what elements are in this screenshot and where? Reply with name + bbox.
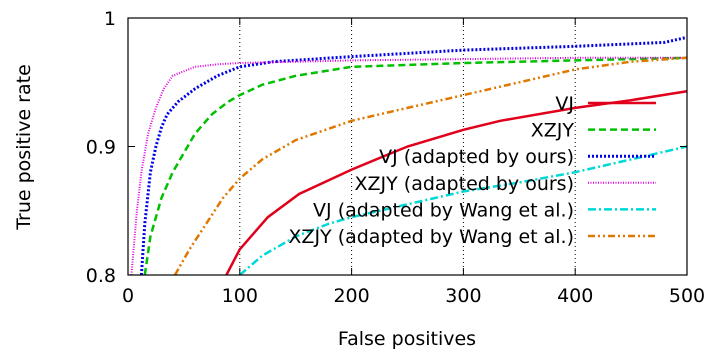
series-layer bbox=[130, 35, 687, 275]
x-tick-label: 300 bbox=[445, 285, 481, 307]
series-line-1 bbox=[225, 89, 687, 275]
y-axis-label: True positive rate bbox=[13, 64, 35, 231]
legend-label: XZJY (adapted by Wang et al.) bbox=[288, 226, 574, 248]
grid bbox=[239, 18, 576, 275]
legend-label: VJ (adapted by Wang et al.) bbox=[313, 199, 574, 221]
series-line-6 bbox=[173, 56, 687, 275]
legend-label: XZJY (adapted by ours) bbox=[355, 173, 574, 195]
y-tick-label: 0.9 bbox=[86, 137, 116, 159]
legend-label: VJ (adapted by ours) bbox=[379, 146, 574, 168]
series-line-2 bbox=[143, 56, 687, 275]
series-line-4 bbox=[130, 56, 687, 275]
x-axis-label: False positives bbox=[338, 328, 476, 350]
legend-label: VJ bbox=[555, 93, 574, 115]
ticks: 0 100 200 300 400 500 0.8 0.9 1 bbox=[86, 8, 705, 307]
x-tick-label: 0 bbox=[122, 285, 134, 307]
x-tick-label: 200 bbox=[333, 285, 369, 307]
legend-label: XZJY bbox=[531, 120, 575, 142]
x-tick-label: 400 bbox=[557, 285, 593, 307]
series-line-3 bbox=[139, 35, 687, 275]
x-tick-label: 100 bbox=[222, 285, 258, 307]
x-tick-label: 500 bbox=[669, 285, 705, 307]
legend: VJ XZJY VJ (adapted by ours) XZJY (adapted … bbox=[288, 93, 656, 248]
y-tick-label: 0.8 bbox=[86, 265, 116, 287]
series-line-5 bbox=[238, 145, 687, 275]
y-tick-label: 1 bbox=[104, 8, 116, 30]
